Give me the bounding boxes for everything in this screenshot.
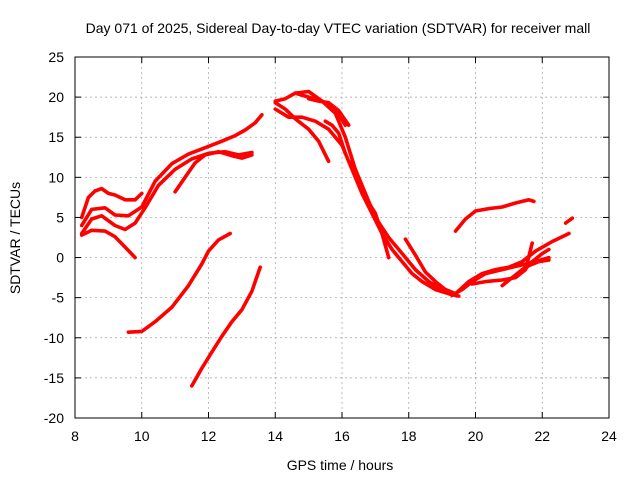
x-tick-label: 14 <box>267 428 283 444</box>
y-tick-label: -10 <box>44 330 64 346</box>
series-trace-2 <box>79 113 264 228</box>
y-tick-label: -5 <box>52 290 65 306</box>
series-trace-21 <box>453 198 536 233</box>
series-trace-22 <box>563 216 575 225</box>
series-trace-7 <box>173 149 254 194</box>
y-tick-label: 5 <box>56 209 64 225</box>
x-tick-label: 8 <box>71 428 79 444</box>
y-axis-label: SDTVAR / TECUs <box>7 182 23 294</box>
x-tick-label: 12 <box>201 428 217 444</box>
series-trace-20 <box>517 258 551 276</box>
series-trace-4 <box>79 228 137 260</box>
y-tick-label: 15 <box>48 129 64 145</box>
axis-ticks: 8 10 12 14 16 18 20 22 24 -20 -15 -10 -5 0 5 10 15 20 25 <box>44 49 617 444</box>
x-tick-label: 16 <box>334 428 350 444</box>
chart-title: Day 071 of 2025, Sidereal Day-to-day VTE… <box>86 20 591 36</box>
y-tick-label: 25 <box>48 49 64 65</box>
y-tick-label: 20 <box>48 89 64 105</box>
y-tick-label: 10 <box>48 169 64 185</box>
x-tick-label: 24 <box>601 428 617 444</box>
x-tick-label: 22 <box>534 428 550 444</box>
y-tick-label: 0 <box>56 250 64 266</box>
series-trace-15 <box>403 237 458 296</box>
series-trace-14 <box>350 159 454 298</box>
series-trace-6 <box>190 265 263 388</box>
y-tick-label: -15 <box>44 370 64 386</box>
data-traces <box>79 89 575 388</box>
grid <box>75 57 609 418</box>
x-axis-label: GPS time / hours <box>287 457 394 473</box>
y-tick-label: -20 <box>44 410 64 426</box>
x-tick-label: 20 <box>468 428 484 444</box>
x-tick-label: 10 <box>134 428 150 444</box>
series-trace-10 <box>273 100 331 164</box>
x-tick-label: 18 <box>401 428 417 444</box>
series-trace-5 <box>126 231 232 335</box>
series-trace-17 <box>453 231 571 296</box>
series-trace-1 <box>79 186 144 220</box>
series-trace-12 <box>306 96 351 127</box>
series-trace-13 <box>323 119 348 156</box>
